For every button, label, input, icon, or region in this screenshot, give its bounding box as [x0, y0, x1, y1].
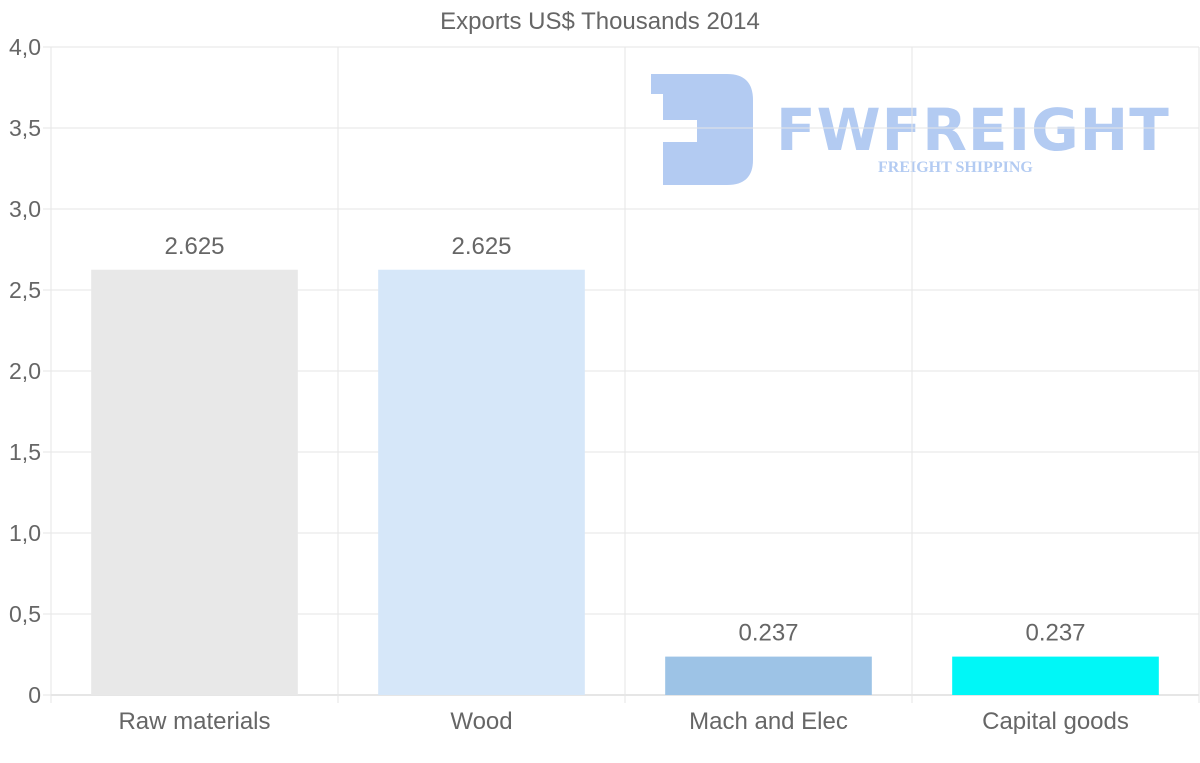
data-label: 0.237 — [738, 620, 798, 647]
x-tick-label: Raw materials — [118, 708, 270, 735]
y-tick-label: 0,5 — [9, 601, 41, 627]
bar-wood — [378, 269, 585, 695]
y-tick-label: 3,5 — [9, 115, 41, 141]
x-tick-label: Capital goods — [982, 708, 1129, 735]
x-tick-label: Mach and Elec — [689, 708, 848, 735]
y-tick-label: 0 — [28, 682, 41, 708]
data-label: 0.237 — [1025, 620, 1085, 647]
y-tick-label: 1,5 — [9, 439, 41, 465]
y-tick-label: 2,5 — [9, 277, 41, 303]
data-label: 2.625 — [451, 233, 511, 260]
y-tick-label: 2,0 — [9, 358, 41, 384]
data-label: 2.625 — [164, 233, 224, 260]
bar-mach-and-elec — [665, 656, 872, 695]
watermark-brand: FWFREIGHT — [776, 96, 1170, 164]
y-tick-label: 1,0 — [9, 520, 41, 546]
x-tick-label: Wood — [450, 708, 512, 735]
bar-raw-materials — [91, 269, 298, 695]
bar-capital-goods — [952, 656, 1159, 695]
y-tick-label: 4,0 — [9, 34, 41, 60]
watermark-tagline: FREIGHT SHIPPING — [878, 159, 1033, 176]
chart-title: Exports US$ Thousands 2014 — [440, 8, 760, 35]
y-tick-label: 3,0 — [9, 196, 41, 222]
